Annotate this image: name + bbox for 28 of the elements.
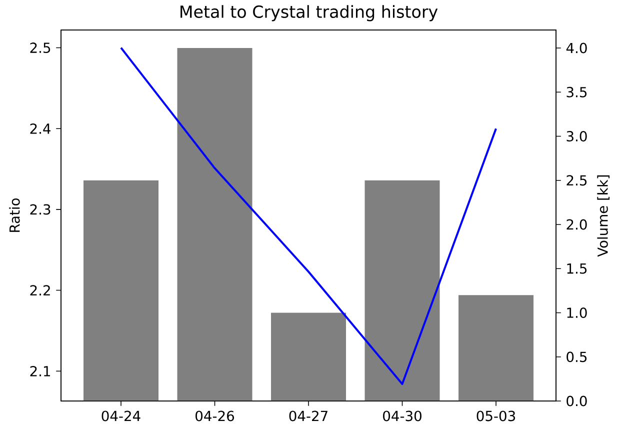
y-tick-label: 2.1 [30,366,50,376]
bar [84,180,158,401]
line-series [120,46,498,386]
y-tick-label: 2.2 [30,285,50,296]
x-tick-label: 05-03 [476,410,516,422]
bar [271,312,346,401]
y2-tick-label: 1.0 [567,308,587,318]
x-tick-label: 04-30 [383,410,422,422]
y2-tick-label: 3.5 [566,86,587,98]
bar [364,180,440,401]
y2-tick-label: 1.5 [567,263,587,274]
y2-tick-label: 2.5 [566,175,587,186]
y2-tick-label: 4.0 [566,42,587,54]
x-tick-label: 04-26 [196,410,234,422]
y-tick-label: 2.5 [30,42,50,54]
y-tick-label: 2.3 [30,204,50,215]
y-axis-title: Ratio [9,198,20,232]
y2-axis-title: Volume [kk] [597,175,610,257]
x-tick-label: 04-27 [289,410,328,422]
x-tick-label: 04-24 [102,410,140,422]
bar [177,48,252,401]
y-tick-label: 2.4 [30,123,51,134]
y2-tick-label: 0.0 [566,396,587,406]
chart-title: Metal to Crystal trading history [180,5,438,22]
y2-tick-label: 0.5 [566,352,587,362]
y2-tick-label: 3.0 [566,131,587,142]
bar [458,295,534,401]
y2-tick-label: 2.0 [566,219,587,230]
